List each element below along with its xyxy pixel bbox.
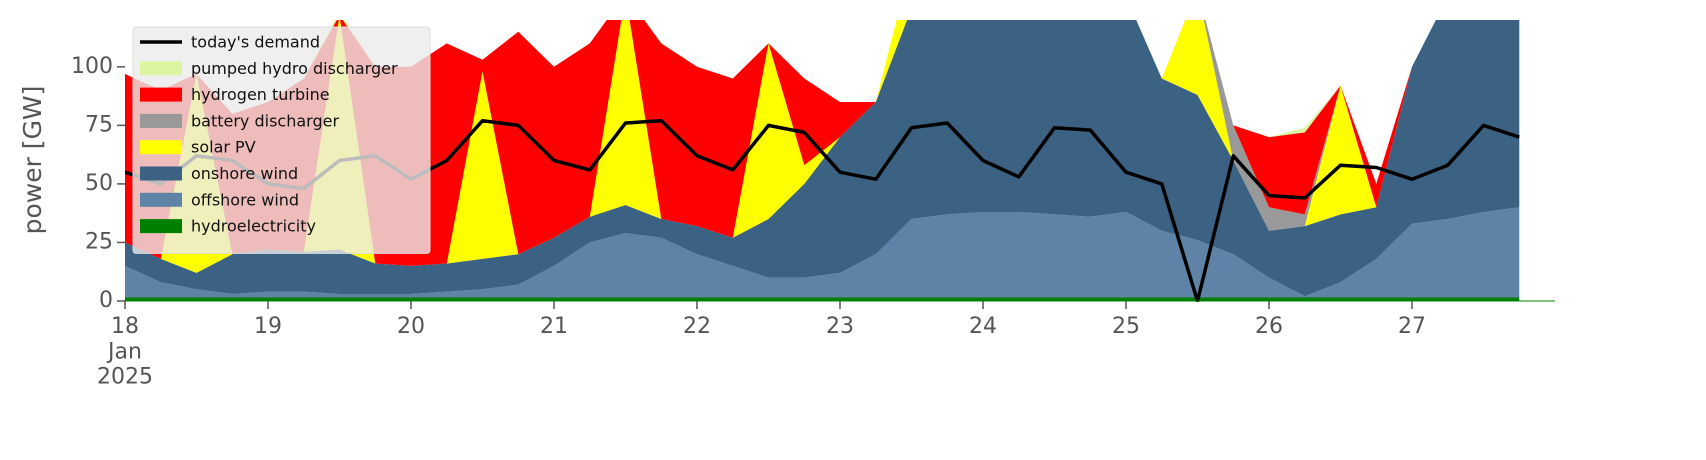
legend-swatch (140, 61, 182, 76)
legend: today's demand pumped hydro discharger hyd… (132, 26, 431, 254)
legend-label: offshore wind (191, 190, 299, 209)
x-tick-label: 24 (969, 314, 997, 339)
legend-swatch (140, 140, 182, 155)
legend-swatch (140, 219, 182, 234)
plot-area (125, 20, 1520, 302)
legend-label: battery discharger (191, 111, 339, 130)
area-5 (125, 20, 1520, 297)
x-tick-label: 27 (1398, 314, 1426, 339)
x-tick-label: 22 (683, 314, 711, 339)
legend-swatch (140, 87, 182, 102)
x-tick-label: 19 (254, 314, 282, 339)
legend-label: hydroelectricity (191, 217, 316, 236)
x-tick-label: 26 (1255, 314, 1283, 339)
legend-swatch (140, 166, 182, 181)
area-4 (125, 20, 1436, 273)
legend-label: hydrogen turbine (191, 85, 330, 104)
y-tick-label: 50 (85, 171, 113, 196)
y-axis-label: power [GW] (18, 86, 47, 235)
legend-label: pumped hydro discharger (191, 59, 398, 78)
area-2 (125, 20, 1436, 266)
y-tick-label: 0 (99, 288, 113, 313)
x-tick-label: 20 (397, 314, 425, 339)
area-6 (125, 207, 1520, 298)
x-tick-label: 18 Jan 2025 (97, 314, 153, 390)
legend-label: onshore wind (191, 164, 298, 183)
axes: 0 25 50 75 100 18 Jan 2025 19 20 21 22 23 24 25 26 27 (71, 54, 1555, 390)
area-7 (125, 297, 1520, 301)
legend-swatch (140, 113, 182, 128)
x-tick-label: 25 (1112, 314, 1140, 339)
x-tick-label: 23 (826, 314, 854, 339)
legend-swatch (140, 192, 182, 207)
legend-label: solar PV (191, 138, 256, 157)
x-tick-label: 21 (540, 314, 568, 339)
y-tick-label: 25 (85, 229, 113, 254)
legend-label: today's demand (191, 33, 320, 52)
y-tick-label: 75 (85, 112, 113, 137)
legend-box (132, 26, 431, 254)
y-tick-label: 100 (71, 54, 113, 79)
